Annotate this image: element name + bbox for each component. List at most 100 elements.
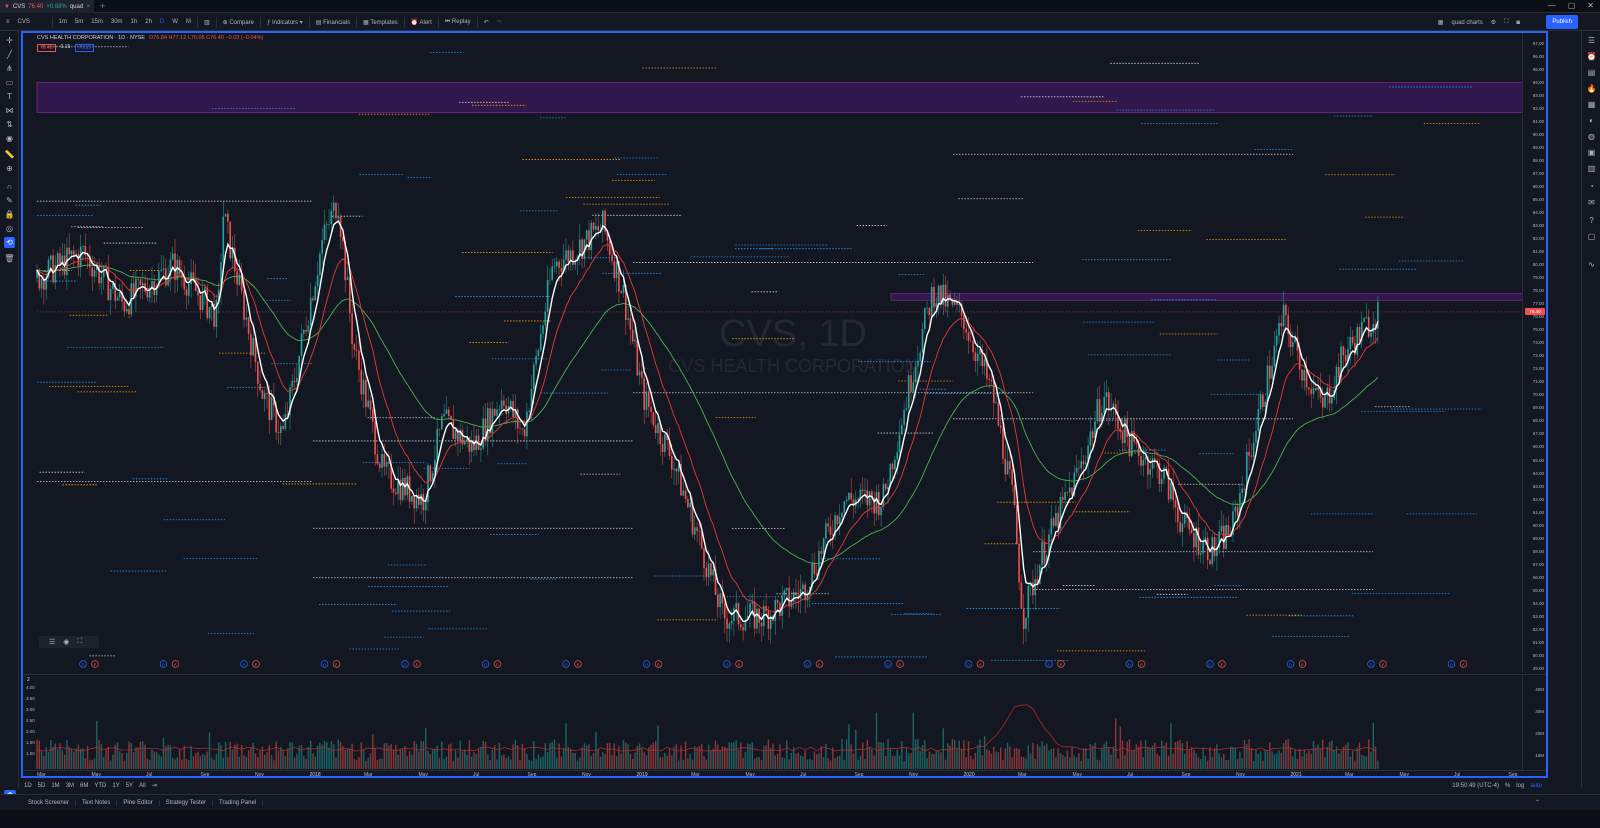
help-icon[interactable]: ?	[1589, 216, 1594, 225]
interval-1m[interactable]: 1m	[58, 19, 67, 25]
ideas-icon[interactable]: ◐	[1589, 116, 1594, 125]
clock-time[interactable]: 19:50:49 (UTC-4)	[1452, 782, 1499, 789]
hotlists-icon[interactable]: 🔥	[1586, 84, 1597, 93]
range-1y[interactable]: 1Y	[112, 782, 120, 789]
auto-toggle[interactable]: auto	[1530, 782, 1542, 789]
tab-trading-panel[interactable]: Trading Panel	[213, 799, 264, 806]
range-5d[interactable]: 5D	[37, 782, 46, 789]
range-3m[interactable]: 3M	[65, 782, 75, 789]
range-1m[interactable]: 1M	[51, 782, 60, 789]
interval-m[interactable]: M	[185, 19, 191, 25]
close-window-icon[interactable]: ✕	[1587, 1, 1594, 10]
chart-pane[interactable]: DEDEDEDEDEDEDEDEDEDEDEDEDEDEDEDEDEDEDEDE…	[21, 31, 1548, 778]
lock-icon[interactable]: 🔒	[4, 210, 15, 219]
interval-2h[interactable]: 2h	[145, 19, 152, 25]
layout-grid-icon[interactable]: ▦	[1437, 20, 1444, 26]
percent-toggle[interactable]: %	[1504, 782, 1511, 789]
stay-drawing-icon[interactable]: ✎	[6, 196, 13, 205]
volume-scale[interactable]: 40M 30M 20M 10M	[1522, 674, 1546, 770]
trash-icon[interactable]: 🗑	[4, 254, 15, 263]
tab-text-notes[interactable]: Text Notes	[76, 799, 118, 806]
pulse-icon[interactable]: ∿	[1588, 260, 1595, 269]
volume-bar	[399, 748, 402, 769]
time-axis[interactable]: Mar May Jul Sep Nov 2018 Mar May Jul Sep Nov 2019 Ma…	[23, 770, 1546, 776]
tab-stock-screener[interactable]: Stock Screener	[22, 799, 77, 806]
range-all[interactable]: All	[139, 782, 146, 789]
layout-name[interactable]: quad charts	[1451, 19, 1483, 26]
settings-icon[interactable]: ⚙	[1490, 20, 1497, 26]
undo-icon[interactable]: ↶	[483, 19, 489, 26]
volume-bar	[1117, 758, 1119, 769]
price-chart[interactable]: DEDEDEDEDEDEDEDEDEDEDEDEDEDEDEDEDEDEDEDE	[23, 33, 1546, 776]
interval-5m[interactable]: 5m	[74, 19, 84, 25]
close-tab-icon[interactable]: ×	[86, 3, 90, 10]
candles-icon[interactable]: ▥	[203, 19, 210, 26]
interval-w[interactable]: W	[172, 19, 178, 25]
ruler-icon[interactable]: 📏	[4, 150, 15, 159]
messages-icon[interactable]: ✉	[1588, 198, 1595, 207]
streams-icon[interactable]: ◍	[1588, 132, 1595, 141]
camera-icon[interactable]: ◙	[1516, 19, 1520, 26]
range-1d[interactable]: 1D	[24, 782, 32, 789]
messages2-icon[interactable]: ▢	[1587, 232, 1596, 241]
object-tree-icon[interactable]: ☰	[49, 639, 56, 646]
watchlist-icon[interactable]: ☰	[1587, 36, 1596, 45]
data-window-icon[interactable]: ▤	[1587, 68, 1596, 77]
trend-line-icon[interactable]: ╱	[7, 50, 12, 59]
calendar-icon[interactable]: ▦	[1587, 100, 1596, 109]
volume-pane[interactable]: 2 4.00 3.50 3.00 2.50 2.00 1.50 1.00	[23, 674, 1526, 770]
fullscreen-icon[interactable]: ⛶	[1504, 19, 1509, 25]
alerts-icon[interactable]: ⏰	[1586, 52, 1597, 61]
goto-date-icon[interactable]: ⇥	[151, 783, 157, 789]
legend-title[interactable]: CVS HEALTH CORPORATION · 1D · NYSE	[37, 35, 145, 41]
new-tab-button[interactable]: +	[100, 1, 106, 11]
volume-bar	[296, 753, 298, 769]
symbol-search[interactable]: CVS	[17, 19, 30, 25]
templates-button[interactable]: ▦ Templates	[363, 19, 398, 26]
hide-icon[interactable]: ◎	[6, 224, 13, 233]
replay-button[interactable]: ⏮ Replay	[444, 18, 471, 25]
maximize-icon[interactable]: ▢	[1567, 1, 1576, 10]
interval-30m[interactable]: 30m	[110, 19, 123, 25]
magnet-icon[interactable]: ∩	[6, 182, 13, 191]
notifications-icon[interactable]: ◔	[1589, 182, 1594, 191]
candle-body	[551, 266, 553, 280]
expand-icon[interactable]: ⛶	[77, 638, 83, 645]
alert-button[interactable]: ⏰ Alert	[410, 19, 432, 26]
indicators-button[interactable]: ƒ Indicators ▾	[267, 19, 303, 26]
log-toggle[interactable]: log	[1516, 782, 1525, 789]
redo-icon[interactable]: ↷	[496, 19, 502, 26]
pitchfork-icon[interactable]: ⋔	[6, 64, 13, 73]
prediction-icon[interactable]: ⇅	[6, 120, 13, 129]
minimize-icon[interactable]: —	[1547, 1, 1556, 10]
compare-button[interactable]: ⊕ Compare	[222, 19, 254, 26]
volume-bar	[1230, 746, 1232, 769]
tab-strategy-tester[interactable]: Strategy Tester	[160, 799, 213, 806]
eye-icon[interactable]: ◉	[6, 134, 13, 143]
eye-icon[interactable]: ◉	[63, 639, 70, 646]
rectangle-icon[interactable]: ▭	[5, 78, 14, 87]
interval-d[interactable]: D	[159, 19, 165, 25]
volume-bar	[1071, 746, 1073, 769]
tab-pine-editor[interactable]: Pine Editor	[117, 799, 160, 806]
menu-icon[interactable]: ≡	[6, 19, 10, 25]
sync-drawings-icon[interactable]: ⟲	[4, 237, 15, 248]
interval-1h[interactable]: 1h	[130, 19, 138, 25]
interval-15m[interactable]: 15m	[91, 19, 103, 25]
pattern-icon[interactable]: ⋈	[5, 106, 14, 115]
zoom-icon[interactable]: ⊕	[6, 164, 13, 173]
chats-icon[interactable]: ▣	[1587, 148, 1596, 157]
price-scale[interactable]: 97.00 96.00 95.00 94.00 93.00 92.00 91.00 90.00…	[1522, 33, 1546, 673]
dividend-label: D	[967, 662, 970, 667]
candle-body	[112, 282, 114, 289]
publish-button[interactable]: Publish	[1546, 15, 1578, 29]
news-icon[interactable]: ▥	[1587, 164, 1596, 173]
financials-button[interactable]: ▤ Financials	[315, 19, 351, 26]
range-6m[interactable]: 6M	[80, 782, 89, 789]
range-5y[interactable]: 5Y	[125, 782, 134, 789]
range-ytd[interactable]: YTD	[94, 782, 107, 789]
crosshair-icon[interactable]: ✛	[6, 36, 13, 45]
text-icon[interactable]: T	[7, 92, 12, 101]
collapse-panel-icon[interactable]: ⌃	[1534, 800, 1540, 806]
browser-tab[interactable]: ▼ CVS 76.40 +0.68% quad ×	[0, 0, 94, 13]
